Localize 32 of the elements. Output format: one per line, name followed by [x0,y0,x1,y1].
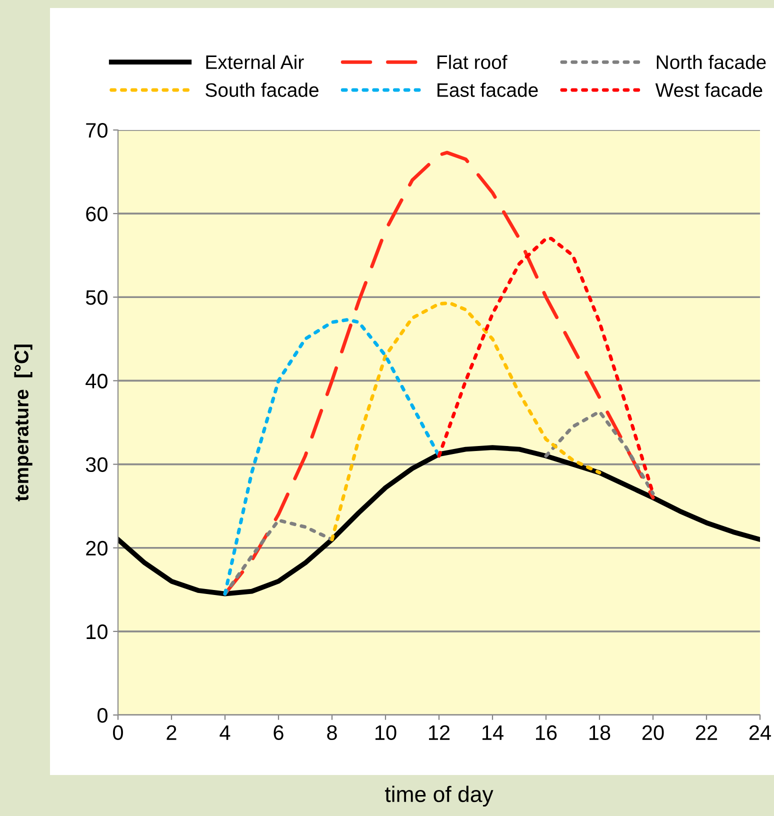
x-tick-label: 20 [642,725,664,740]
y-tick-label: 20 [86,540,108,556]
legend-label: North facade [656,54,766,70]
legend-label: East facade [438,82,538,97]
x-tick-label: 22 [696,725,718,740]
y-tick-label: 60 [86,206,108,222]
x-tick-label: 2 [166,725,176,740]
y-tick-label: 0 [98,708,108,723]
y-tick-label: 30 [86,457,108,472]
x-tick-label: 12 [429,725,450,740]
x-tick-label: 10 [376,725,396,740]
y-tick-label: 70 [86,123,108,138]
legend-label: External Air [206,54,304,70]
y-axis-title: temperature [°C] [14,344,32,502]
y-tick-label: 40 [86,374,108,388]
x-tick-label: 14 [482,725,504,740]
x-axis-title: time of day [384,786,494,807]
line-series [118,445,760,596]
x-tick-label: 16 [536,725,557,740]
y-tick-label: 10 [86,624,108,640]
x-tick-label: 6 [274,725,284,740]
legend-label: South facade [206,82,318,97]
legend-label: Flat roof [438,54,508,70]
x-tick-label: 4 [220,725,230,740]
line-series [223,318,441,596]
x-tick-label: 8 [327,725,337,740]
line-series [330,301,602,542]
x-tick-label: 18 [590,725,610,740]
x-tick-label: 24 [749,725,771,740]
y-tick-label: 50 [86,290,108,305]
x-tick-label: 0 [113,725,123,740]
legend-label: West facade [655,82,762,97]
